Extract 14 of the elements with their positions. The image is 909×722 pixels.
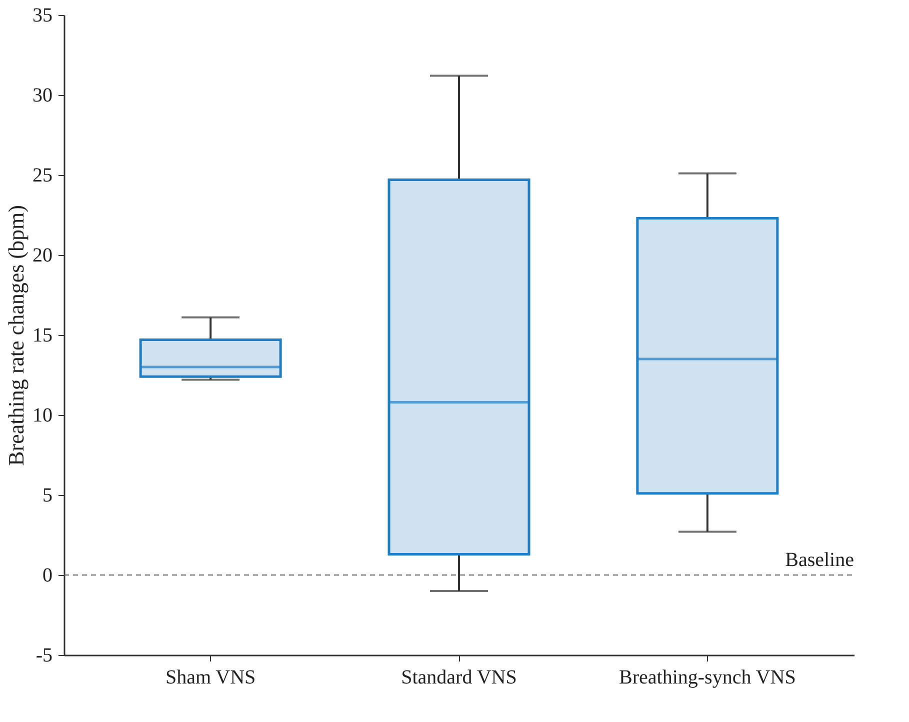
y-tick-label: 15 xyxy=(32,324,52,346)
y-tick-label: 20 xyxy=(32,244,52,266)
y-axis-title: Breathing rate changes (bpm) xyxy=(4,205,28,466)
y-tick-label: 35 xyxy=(32,4,52,26)
x-tick-label: Standard VNS xyxy=(401,666,517,688)
y-tick-label: 5 xyxy=(42,484,52,506)
x-tick-label: Breathing-synch VNS xyxy=(619,666,796,688)
ref-line-label: Baseline xyxy=(785,549,854,571)
y-tick-label: 0 xyxy=(42,564,52,586)
y-tick-label: 10 xyxy=(32,404,52,426)
y-tick-label: 30 xyxy=(32,84,52,106)
y-tick-label: 25 xyxy=(32,164,52,186)
y-tick-label: -5 xyxy=(36,644,52,666)
x-tick-label: Sham VNS xyxy=(165,666,256,688)
